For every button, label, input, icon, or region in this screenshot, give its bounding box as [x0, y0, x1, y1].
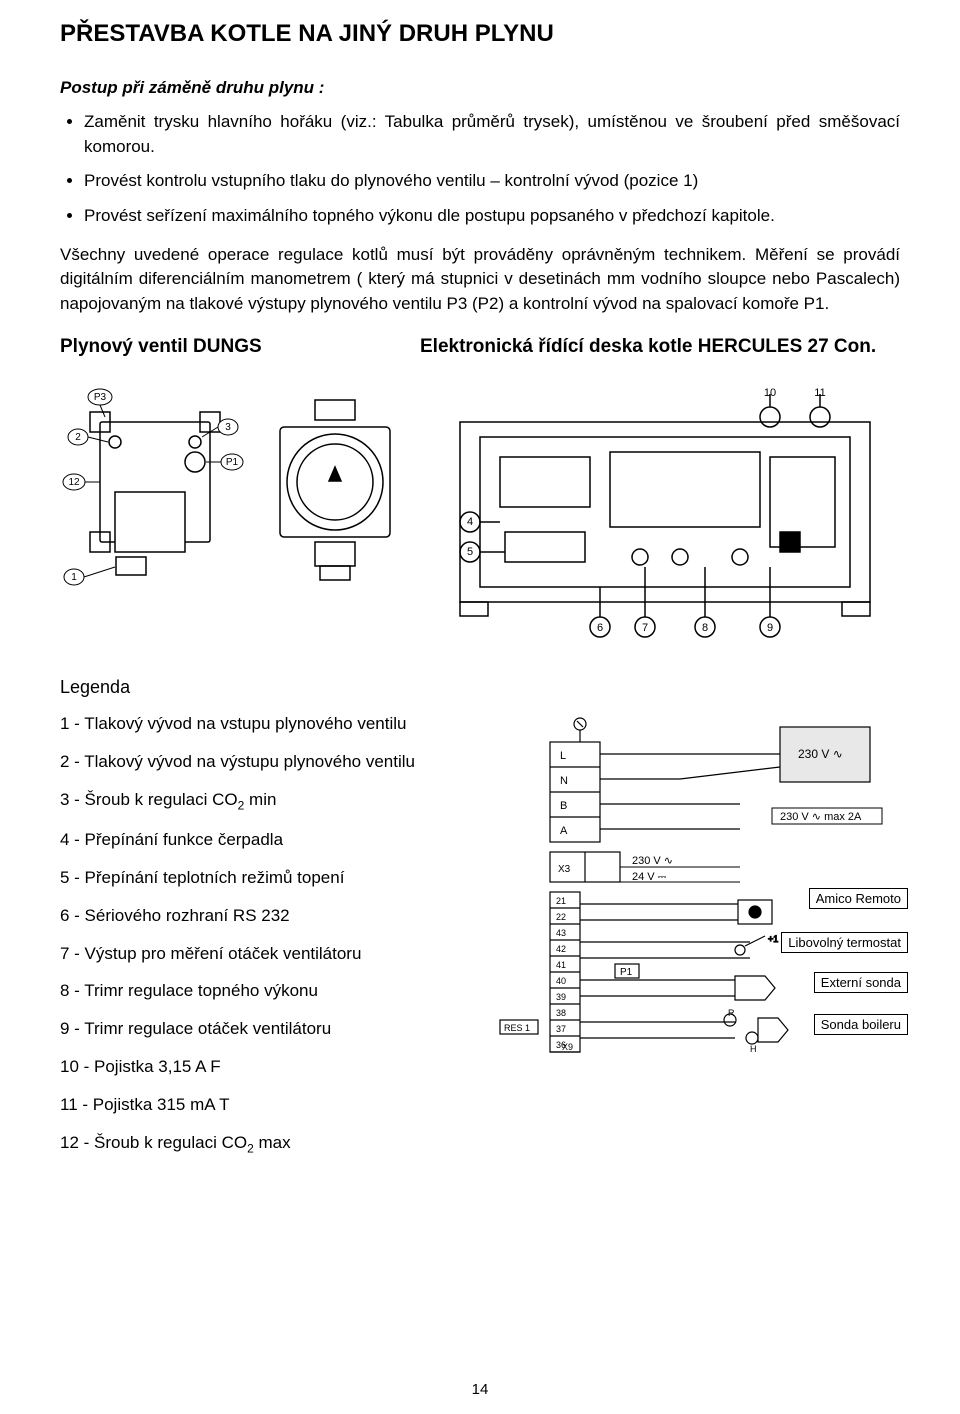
legend-item: 10 - Pojistka 3,15 A F [60, 1055, 460, 1079]
svg-text:24 V ⎓: 24 V ⎓ [632, 871, 667, 883]
legend-item: 9 - Trimr regulace otáček ventilátoru [60, 1017, 460, 1041]
board-heading: Elektronická řídící deska kotle HERCULES… [420, 336, 876, 358]
valve-heading: Plynový ventil DUNGS [60, 336, 360, 358]
svg-text:P1: P1 [620, 967, 633, 978]
svg-text:8: 8 [702, 622, 708, 634]
svg-text:6: 6 [597, 622, 603, 634]
svg-text:38: 38 [556, 1008, 566, 1018]
svg-text:5: 5 [467, 546, 473, 558]
svg-text:RES 1: RES 1 [504, 1023, 530, 1033]
label-amico: Amico Remoto [809, 888, 908, 909]
legend-item: 4 - Přepínání funkce čerpadla [60, 828, 460, 852]
legend-item: 2 - Tlakový vývod na výstupu plynového v… [60, 750, 460, 774]
svg-text:P1: P1 [226, 457, 239, 468]
label-boiler-probe: Sonda boileru [814, 1014, 908, 1035]
svg-text:21: 21 [556, 896, 566, 906]
svg-text:3: 3 [225, 422, 231, 433]
label-thermostat: Libovolný termostat [781, 932, 908, 953]
legend-item: 6 - Sériového rozhraní RS 232 [60, 904, 460, 928]
svg-text:4: 4 [467, 516, 473, 528]
svg-text:H: H [750, 1044, 757, 1054]
legend-heading: Legenda [60, 677, 900, 698]
svg-text:39: 39 [556, 992, 566, 1002]
svg-text:41: 41 [556, 960, 566, 970]
svg-text:40: 40 [556, 976, 566, 986]
svg-text:37: 37 [556, 1024, 566, 1034]
svg-text:22: 22 [556, 912, 566, 922]
wiring-diagram: +1 L N B A 230 V ∿ 230 V ∿ max 2A [480, 712, 900, 1077]
procedure-list: Zaměnit trysku hlavního hořáku (viz.: Ta… [60, 110, 900, 229]
legend-item: 8 - Trimr regulace topného výkonu [60, 979, 460, 1003]
svg-text:36: 36 [556, 1040, 566, 1050]
list-item: Zaměnit trysku hlavního hořáku (viz.: Ta… [84, 110, 900, 159]
svg-text:10: 10 [764, 387, 776, 399]
svg-text:43: 43 [556, 928, 566, 938]
legend-list: 1 - Tlakový vývod na vstupu plynového ve… [60, 712, 460, 1170]
svg-text:X3: X3 [558, 864, 571, 875]
svg-text:230 V ∿ max 2A: 230 V ∿ max 2A [780, 811, 862, 823]
svg-text:230 V ∿: 230 V ∿ [798, 747, 843, 761]
list-item: Provést kontrolu vstupního tlaku do plyn… [84, 169, 900, 194]
legend-item: 3 - Šroub k regulaci CO2 min [60, 788, 460, 814]
svg-text:12: 12 [68, 477, 80, 488]
gas-valve-diagram: P3 2 12 1 3 P1 [60, 382, 420, 627]
legend-item: 1 - Tlakový vývod na vstupu plynového ve… [60, 712, 460, 736]
label-ext-probe: Externí sonda [814, 972, 908, 993]
svg-text:1: 1 [71, 572, 77, 583]
procedure-subtitle: Postup při záměně druhu plynu : [60, 78, 900, 98]
svg-text:N: N [560, 775, 568, 787]
legend-item: 12 - Šroub k regulaci CO2 max [60, 1131, 460, 1157]
svg-text:A: A [560, 825, 568, 837]
svg-text:11: 11 [814, 387, 825, 399]
legend-item: 11 - Pojistka 315 mA T [60, 1093, 460, 1117]
page-number: 14 [0, 1381, 960, 1398]
legend-item: 5 - Přepínání teplotních režimů topení [60, 866, 460, 890]
control-board-diagram: 10 11 4 5 6 7 8 9 [450, 382, 900, 647]
svg-text:7: 7 [642, 622, 648, 634]
svg-text:L: L [560, 750, 566, 762]
legend-item: 7 - Výstup pro měření otáček ventilátoru [60, 942, 460, 966]
svg-text:R: R [728, 1008, 735, 1018]
svg-text:42: 42 [556, 944, 566, 954]
svg-text:P3: P3 [94, 392, 107, 403]
svg-text:+1: +1 [768, 934, 778, 944]
svg-text:230 V ∿: 230 V ∿ [632, 855, 673, 867]
body-paragraph: Všechny uvedené operace regulace kotlů m… [60, 243, 900, 317]
svg-text:9: 9 [767, 622, 773, 634]
svg-text:2: 2 [75, 432, 81, 443]
svg-text:B: B [560, 800, 567, 812]
list-item: Provést seřízení maximálního topného výk… [84, 204, 900, 229]
page-title: PŘESTAVBA KOTLE NA JINÝ DRUH PLYNU [60, 20, 900, 48]
